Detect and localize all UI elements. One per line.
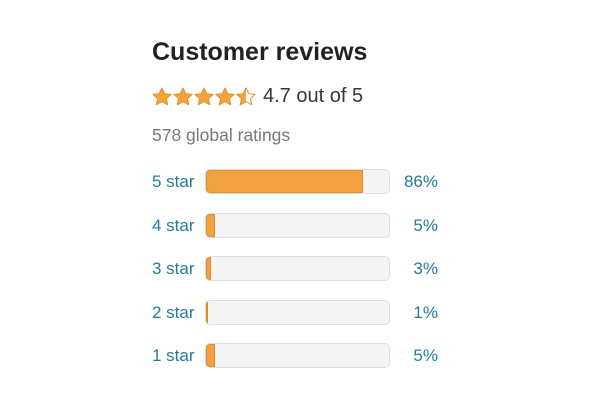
rating-bar-track[interactable] — [205, 343, 390, 368]
rating-bar-track[interactable] — [205, 212, 390, 238]
rating-percent-link[interactable]: 3% — [413, 259, 438, 278]
ratings-histogram: 5 star 86% 4 star 5% 3 star 3% 2 star 1%… — [152, 169, 438, 368]
rating-bar-row[interactable]: 1 star 5% — [152, 343, 438, 368]
star-icon — [152, 87, 172, 106]
rating-bar-fill — [206, 170, 364, 193]
rating-percent-link[interactable]: 5% — [413, 215, 438, 235]
rating-bar-row[interactable]: 5 star 86% — [152, 169, 438, 194]
rating-summary: 4.7 out of 5 — [152, 83, 363, 110]
star-filter-link[interactable]: 3 star — [152, 259, 195, 278]
rating-percent-link[interactable]: 1% — [413, 302, 438, 322]
rating-bar-track[interactable] — [205, 299, 390, 325]
customer-reviews-widget: Customer reviews 4.7 out of 5 578 global… — [152, 0, 438, 410]
star-rating[interactable] — [152, 87, 256, 106]
rating-bar-row[interactable]: 3 star 3% — [152, 256, 438, 281]
global-ratings-count: 578 global ratings — [152, 125, 291, 145]
rating-bar-track[interactable] — [205, 256, 390, 281]
rating-bar-fill — [206, 257, 212, 280]
star-icon — [215, 87, 235, 106]
star-filter-link[interactable]: 2 star — [152, 302, 195, 322]
rating-percent-link[interactable]: 86% — [403, 172, 438, 191]
rating-bar-row[interactable]: 4 star 5% — [152, 212, 438, 238]
rating-bar-fill — [206, 344, 216, 367]
rating-bar-row[interactable]: 2 star 1% — [152, 299, 438, 325]
star-filter-link[interactable]: 5 star — [152, 172, 195, 191]
rating-bar-fill — [206, 300, 208, 324]
half-star-icon — [236, 87, 256, 106]
rating-bar-track[interactable] — [205, 169, 390, 194]
star-icon — [173, 87, 193, 106]
star-icon — [194, 87, 214, 106]
rating-value: 4.7 out of 5 — [263, 85, 364, 107]
star-filter-link[interactable]: 4 star — [152, 215, 195, 235]
star-filter-link[interactable]: 1 star — [152, 346, 195, 365]
rating-bar-fill — [206, 213, 216, 237]
rating-percent-link[interactable]: 5% — [413, 346, 438, 365]
page-title: Customer reviews — [152, 38, 368, 66]
